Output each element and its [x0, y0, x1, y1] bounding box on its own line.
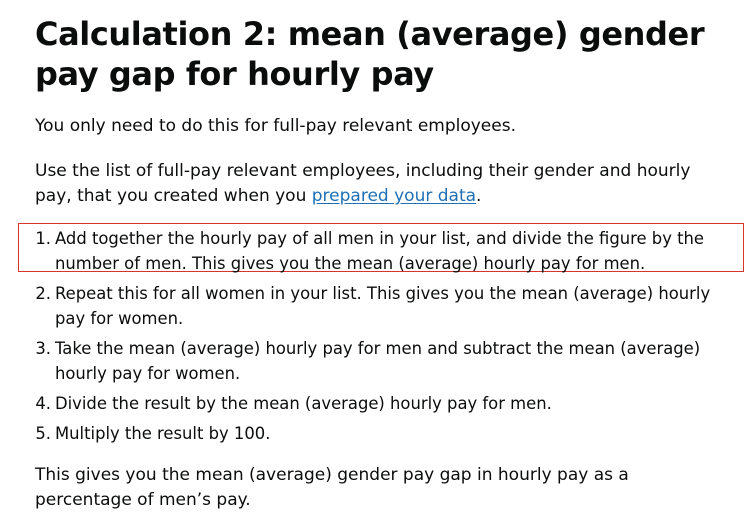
highlight-box	[18, 223, 744, 272]
instruction-paragraph: Use the list of full-pay relevant employ…	[35, 159, 725, 209]
prepared-your-data-link[interactable]: prepared your data	[311, 186, 477, 206]
list-item-step-5: 5. Multiply the result by 100.	[35, 421, 745, 446]
list-item-step-1: 1. Add together the hourly pay of all me…	[35, 226, 745, 276]
list-item-step-4: 4. Divide the result by the mean (averag…	[35, 391, 745, 416]
step-number: 1.	[35, 229, 51, 248]
step-number: 2.	[35, 284, 51, 303]
step-text: Take the mean (average) hourly pay for m…	[55, 339, 701, 383]
step-text: Add together the hourly pay of all men i…	[55, 229, 705, 273]
instruction-text-before: Use the list of full-pay relevant employ…	[35, 161, 691, 206]
step-text: Repeat this for all women in your list. …	[55, 284, 711, 328]
step-number: 5.	[35, 424, 51, 443]
page-content: Calculation 2: mean (average) gender pay…	[35, 14, 735, 513]
instruction-text-after: .	[476, 186, 482, 206]
list-item-step-2: 2. Repeat this for all women in your lis…	[35, 281, 745, 331]
step-number: 4.	[35, 394, 51, 413]
list-item-step-3: 3. Take the mean (average) hourly pay fo…	[35, 336, 745, 386]
conclusion-paragraph: This gives you the mean (average) gender…	[35, 465, 629, 510]
step-number: 3.	[35, 339, 51, 358]
page-title: Calculation 2: mean (average) gender pay…	[35, 15, 705, 93]
steps-list: 1. Add together the hourly pay of all me…	[35, 226, 735, 446]
step-text: Divide the result by the mean (average) …	[55, 394, 552, 413]
step-text: Multiply the result by 100.	[55, 424, 271, 443]
intro-paragraph: You only need to do this for full-pay re…	[35, 116, 516, 136]
